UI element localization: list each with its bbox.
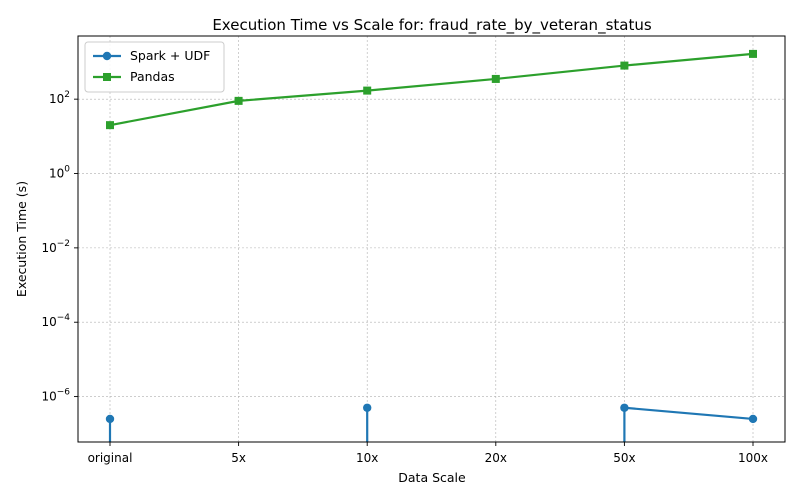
plot-frame [77,35,786,443]
data-point [749,49,757,58]
x-tick-label: 50x [613,451,635,465]
x-tick-label: 5x [231,451,246,465]
grid [78,36,785,442]
y-tick-label: 102 [49,90,70,106]
y-tick-label: 10−4 [41,313,70,329]
legend-label-spark: Spark + UDF [130,48,210,63]
series-layer [105,49,758,442]
x-axis-label: Data Scale [398,470,466,485]
x-axis-ticks: original 5x 10x 20x 50x 100x [88,442,768,465]
y-axis-ticks: 102 100 10−2 10−4 10−6 [41,90,78,404]
y-axis-label: Execution Time (s) [14,181,29,297]
data-point [363,403,372,412]
legend: Spark + UDF Pandas [84,41,225,93]
series-1 [106,49,757,130]
data-point [105,414,115,424]
y-tick-label: 10−2 [41,239,70,255]
legend-marker-pandas [103,73,111,81]
data-point [620,61,629,70]
data-point [106,121,114,130]
x-tick-label: 100x [738,451,768,465]
data-point [363,86,372,95]
series-line [109,52,754,127]
legend-box [84,41,225,93]
data-point [234,96,243,105]
legend-marker-spark [102,51,112,61]
x-tick-label: original [88,451,133,465]
legend-label-pandas: Pandas [130,69,175,84]
y-tick-label: 10−6 [41,388,70,404]
chart-title: Execution Time vs Scale for: fraud_rate_… [212,16,652,35]
x-tick-label: 20x [485,451,507,465]
data-point [491,74,500,83]
data-point [748,414,758,424]
series-line [624,406,754,421]
series-0 [105,403,758,442]
y-tick-label: 100 [49,165,70,181]
data-point [620,403,629,412]
x-tick-label: 10x [356,451,378,465]
